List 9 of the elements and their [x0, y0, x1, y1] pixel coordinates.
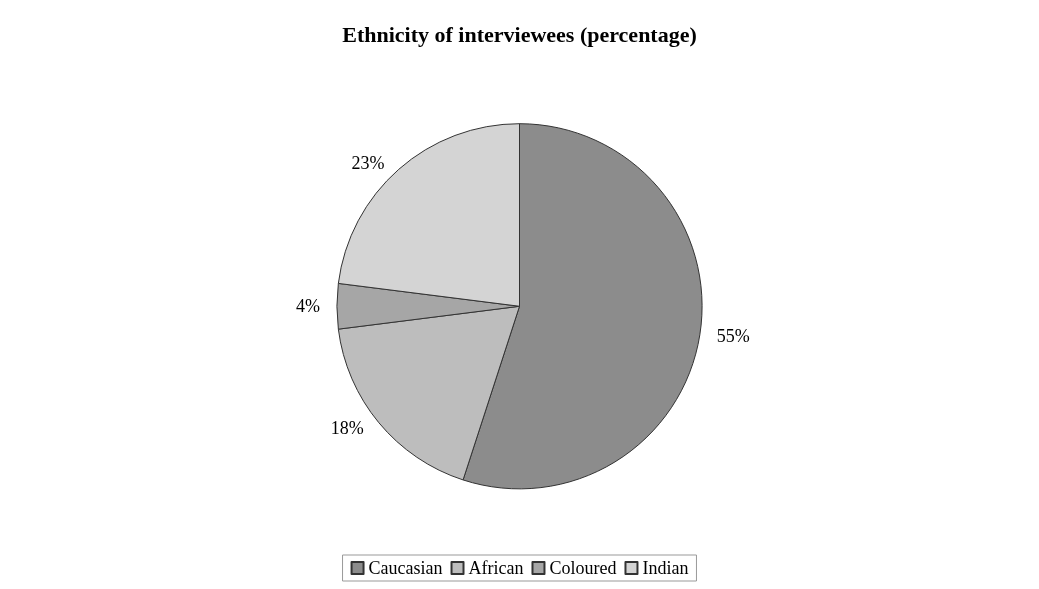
chart-title: Ethnicity of interviewees (percentage)	[342, 21, 697, 47]
data-label: 23%	[351, 153, 385, 174]
data-label: 4%	[295, 296, 320, 317]
data-label: 55%	[716, 326, 750, 347]
data-label: 18%	[330, 417, 364, 438]
legend-label: Indian	[642, 558, 689, 578]
legend-label: African	[468, 558, 524, 578]
legend-label: Caucasian	[368, 558, 443, 578]
legend-label: Coloured	[549, 558, 617, 578]
